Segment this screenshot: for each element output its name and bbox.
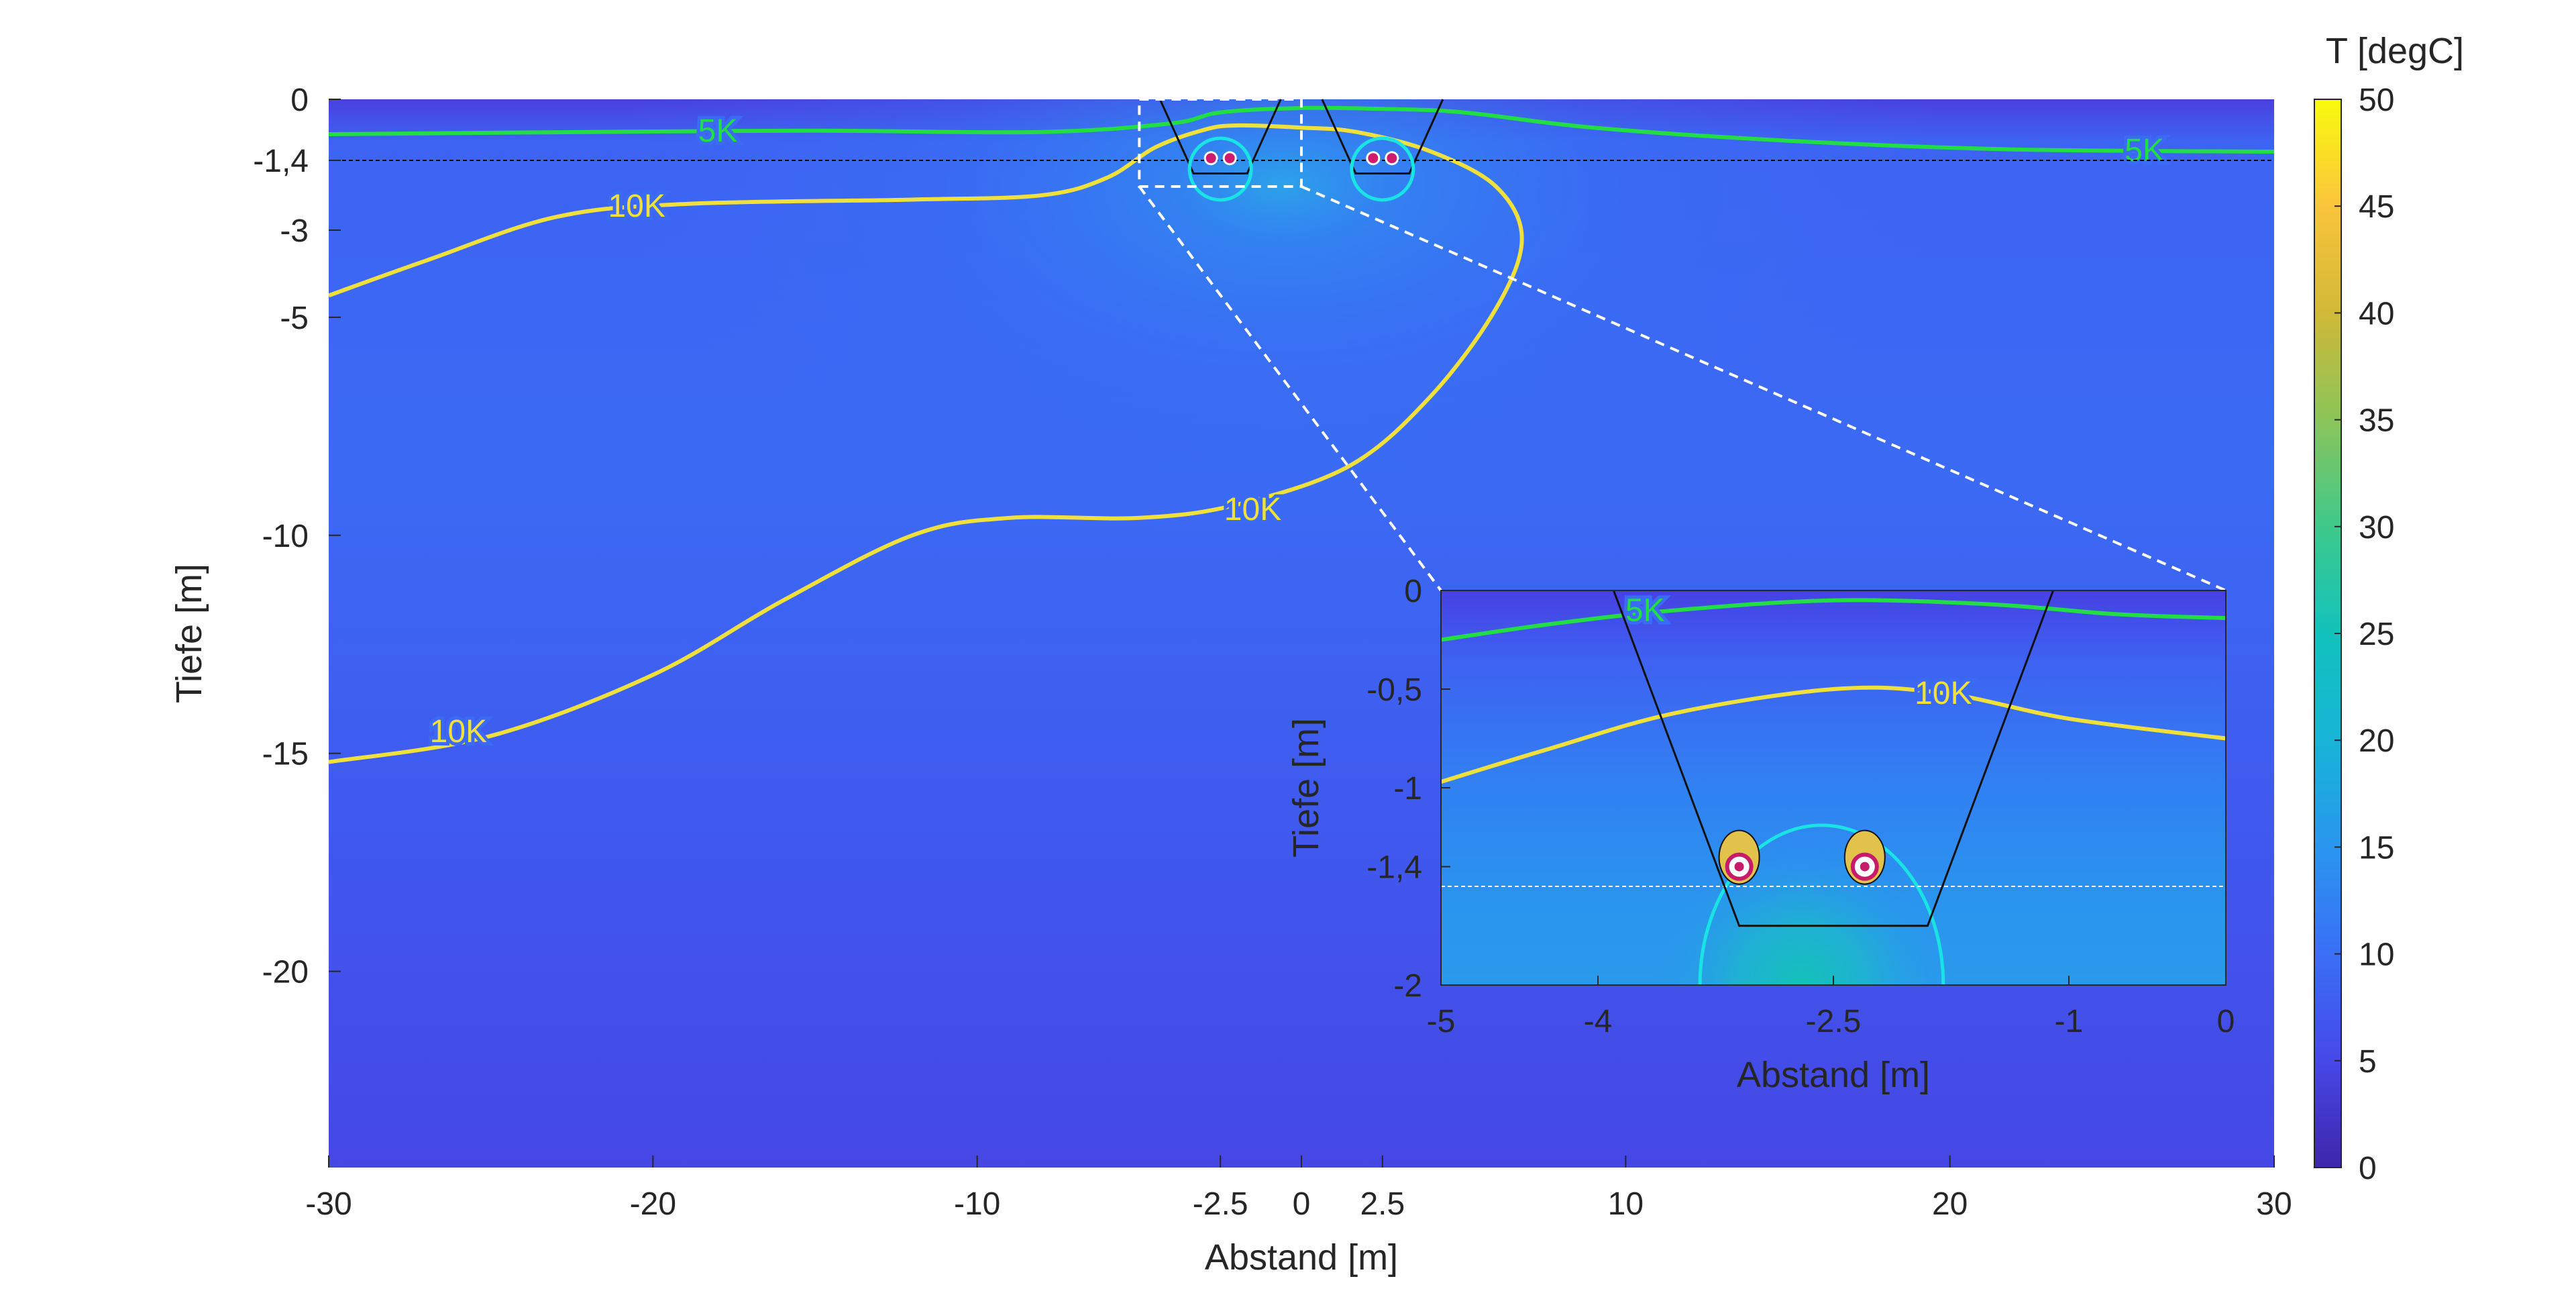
main-x-tick-label-2: -10: [954, 1186, 1000, 1222]
inset-pipe-core-1: [1860, 862, 1870, 872]
colorbar-tick-label-3: 15: [2359, 830, 2394, 866]
inset-contour-label-5K-0: 5K: [1625, 592, 1665, 628]
main-y-ticks: 0 -1,4 -3 -5 -10 -15 -20: [253, 83, 341, 990]
main-x-tick-label-3: -2.5: [1193, 1186, 1248, 1222]
colorbar: 0 5 10 15 20 25 30 35 40 45 50 T [degC]: [2314, 31, 2464, 1186]
main-pipe-0-0: [1203, 151, 1218, 166]
inset-isotherm-halo: [1698, 823, 1945, 985]
inset-y-tick-label-1: -0,5: [1366, 672, 1422, 708]
colorbar-tick-label-6: 30: [2359, 510, 2394, 546]
inset-y-tick-label-0: 0: [1404, 574, 1422, 609]
inset-x-tick-label-2: -2.5: [1806, 1004, 1862, 1039]
colorbar-tick-label-1: 5: [2359, 1044, 2377, 1080]
main-x-tick-label-5: 2.5: [1360, 1186, 1405, 1222]
main-contours: 5K 5K 10K 10K 10K: [329, 105, 2274, 764]
main-x-tick-label-7: 20: [1932, 1186, 1968, 1222]
main-x-axis-label: Abstand [m]: [1205, 1237, 1398, 1278]
inset-axes: 5K 10K -5 -4 -2.5 -1 0 0 -0,5 -1 -1,4 -2 Abstand …: [1286, 574, 2235, 1095]
main-x-tick-label-0: -30: [305, 1186, 352, 1222]
inset-x-ticks: -5 -4 -2.5 -1 0: [1427, 976, 2235, 1039]
main-contour-label-10K-2: 10K: [430, 714, 487, 750]
zoom-region-box: [1138, 98, 1303, 188]
main-y-tick-label-5: -15: [262, 737, 309, 772]
main-x-tick-label-8: 30: [2256, 1186, 2292, 1222]
main-y-tick-label-6: -20: [262, 955, 309, 990]
inset-contour-10K: [1441, 685, 2226, 784]
colorbar-tick-label-5: 25: [2359, 617, 2394, 652]
zoom-connector-right: [1301, 185, 2226, 592]
main-y-tick-label-0: 0: [290, 83, 309, 118]
inset-y-tick-label-2: -1: [1393, 771, 1422, 807]
main-x-tick-label-6: 10: [1608, 1186, 1644, 1222]
inset-y-axis-label: Tiefe [m]: [1286, 718, 1326, 858]
main-contour-label-5K-0: 5K: [698, 113, 738, 149]
colorbar-tick-label-0: 0: [2359, 1151, 2377, 1186]
inset-x-tick-label-0: -5: [1427, 1004, 1456, 1039]
colorbar-tick-label-4: 20: [2359, 723, 2394, 759]
main-contour-5K: [329, 105, 2274, 154]
main-x-tick-label-4: 0: [1293, 1186, 1311, 1222]
main-y-tick-label-2: -3: [280, 213, 309, 249]
main-x-ticks: -30 -20 -10 -2.5 0 2.5 10 20 30: [305, 1155, 2292, 1222]
inset-x-axis-label: Abstand [m]: [1737, 1055, 1930, 1095]
main-y-tick-label-3: -5: [280, 301, 309, 336]
colorbar-tick-label-7: 35: [2359, 403, 2394, 439]
main-pipe-0-1: [1222, 151, 1237, 166]
inset-contours: 5K 10K: [1441, 590, 2226, 985]
main-pipe-halo-0: [1187, 136, 1253, 202]
inset-pipes: [1718, 829, 1886, 885]
colorbar-tick-label-2: 10: [2359, 937, 2394, 973]
inset-pipe-core-0: [1734, 862, 1744, 872]
main-contour-10K: [329, 123, 1524, 764]
inset-x-tick-label-3: -1: [2055, 1004, 2084, 1039]
main-y-axis-label: Tiefe [m]: [169, 564, 209, 703]
colorbar-label: T [degC]: [2326, 31, 2464, 71]
colorbar-tick-label-9: 45: [2359, 189, 2394, 225]
main-contour-label-10K-1: 10K: [1224, 492, 1281, 527]
main-x-tick-label-1: -20: [630, 1186, 676, 1222]
main-y-tick-label-4: -10: [262, 519, 309, 554]
main-contour-label-5K-1: 5K: [2125, 133, 2164, 168]
main-pipe-1-0: [1366, 151, 1381, 166]
colorbar-tick-label-8: 40: [2359, 296, 2394, 331]
inset-contour-label-10K-0: 10K: [1915, 676, 1972, 711]
main-contour-label-10K-0: 10K: [608, 189, 665, 224]
zoom-connector-left: [1138, 185, 1442, 592]
inset-y-ticks: 0 -0,5 -1 -1,4 -2: [1366, 574, 1450, 1004]
colorbar-ticks: 0 5 10 15 20 25 30 35 40 45 50: [2334, 83, 2394, 1186]
inset-x-tick-label-4: 0: [2217, 1004, 2235, 1039]
inset-contour-5K: [1441, 598, 2226, 642]
inset-trench-outline: [1612, 590, 2055, 927]
main-trench-0: [1159, 99, 1282, 174]
colorbar-tick-label-10: 50: [2359, 83, 2394, 118]
main-pipe-halo-1: [1350, 136, 1415, 202]
main-y-tick-label-1: -1,4: [253, 144, 309, 179]
main-trench-outlines: [1159, 99, 1444, 202]
inset-x-tick-label-1: -4: [1584, 1004, 1613, 1039]
main-trench-1: [1321, 99, 1444, 174]
main-pipe-1-1: [1385, 151, 1399, 166]
inset-y-tick-label-3: -1,4: [1366, 850, 1422, 886]
inset-y-tick-label-4: -2: [1393, 968, 1422, 1004]
